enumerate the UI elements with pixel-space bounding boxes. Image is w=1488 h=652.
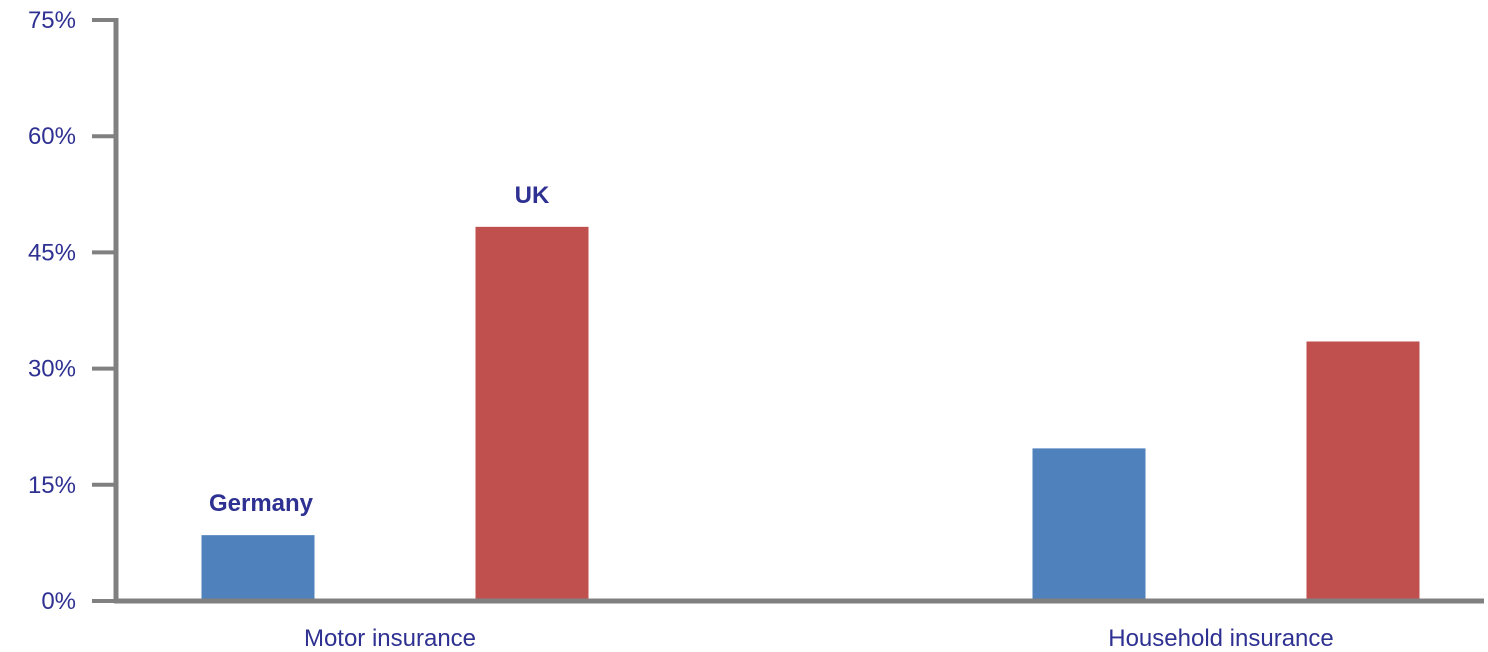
series-labels-layer: Germany UK: [209, 182, 550, 517]
x-labels-layer: Motor insurance Household insurance: [304, 625, 1334, 652]
bar-germany-0: [201, 535, 315, 601]
y-tick-label: 0%: [41, 588, 76, 615]
bar-germany-1: [1032, 448, 1146, 601]
series-label-germany: Germany: [209, 490, 314, 517]
x-category-label: Motor insurance: [304, 625, 476, 652]
y-tick-label: 60%: [28, 123, 76, 150]
bars-layer: [201, 226, 1420, 601]
y-tick-label: 75%: [28, 7, 76, 34]
axes-layer: [113, 18, 1484, 604]
bar-uk-0: [475, 226, 589, 601]
y-ticks-layer: 0% 15% 30% 45% 60% 75%: [28, 7, 116, 615]
y-tick-label: 15%: [28, 472, 76, 499]
x-category-label: Household insurance: [1108, 625, 1333, 652]
series-label-uk: UK: [515, 182, 550, 209]
bar-uk-1: [1306, 341, 1420, 601]
y-tick-label: 45%: [28, 239, 76, 266]
y-tick-label: 30%: [28, 356, 76, 383]
